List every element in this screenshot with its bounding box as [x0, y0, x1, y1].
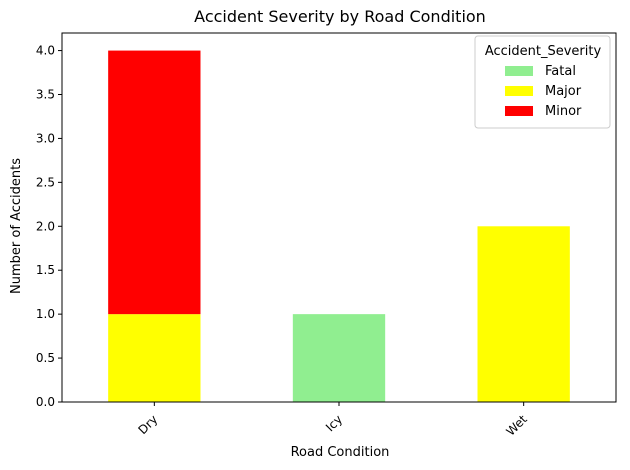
legend-swatch-minor	[505, 106, 533, 116]
legend-swatch-fatal	[505, 66, 533, 76]
bar-dry-major	[108, 314, 201, 402]
y-tick-label: 2.0	[36, 219, 55, 233]
x-tick-label-dry: Dry	[136, 412, 161, 437]
y-tick-label: 0.5	[36, 351, 55, 365]
x-axis-label: Road Condition	[291, 445, 390, 460]
y-tick-label: 4.0	[36, 44, 55, 58]
legend-swatch-major	[505, 86, 533, 96]
y-tick-label: 3.0	[36, 131, 55, 145]
y-tick-label: 0.0	[36, 395, 55, 409]
legend-label-minor: Minor	[545, 104, 582, 119]
legend-frame	[474, 35, 611, 129]
x-tick-label-icy: Icy	[323, 412, 345, 434]
bar-icy-fatal	[292, 314, 386, 402]
y-tick-label: 1.5	[36, 263, 55, 277]
y-tick-label: 2.5	[36, 175, 55, 189]
y-tick-label: 3.5	[36, 88, 55, 102]
y-axis-label: Number of Accidents	[9, 158, 24, 294]
bar-wet-major	[477, 226, 570, 402]
legend-label-major: Major	[545, 84, 582, 99]
y-tick-label: 1.0	[36, 307, 55, 321]
legend-title: Accident_Severity	[485, 44, 602, 59]
legend: Accident_Severity Fatal Major Minor	[474, 35, 611, 129]
legend-label-fatal: Fatal	[545, 64, 576, 79]
x-tick-label-wet: Wet	[503, 412, 530, 439]
bar-dry-minor	[108, 50, 201, 315]
chart-title: Accident Severity by Road Condition	[194, 7, 486, 26]
plot-area: 0.0 0.5 1.0 1.5 2.0 2.5 3.0 3.5 4.0 Dry Icy Wet	[36, 32, 617, 439]
